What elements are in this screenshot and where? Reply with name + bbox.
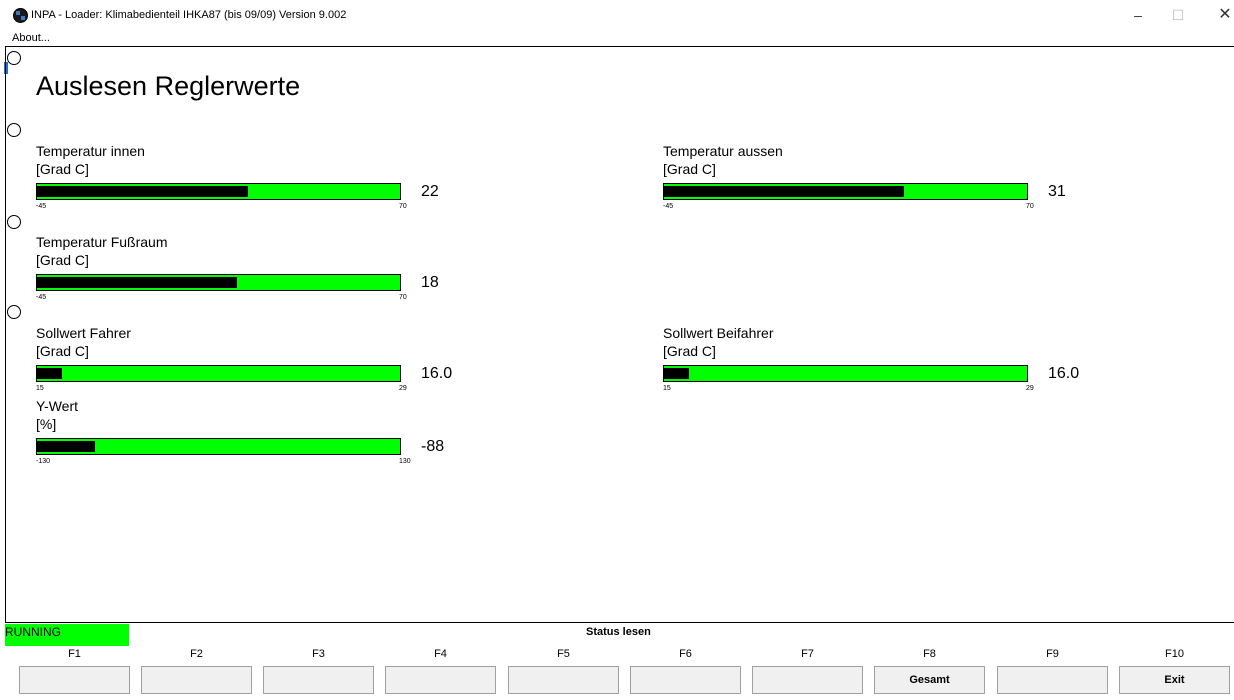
gauge-min: 15 <box>36 385 44 392</box>
gauge-bar-track <box>36 183 401 200</box>
gauge-bar-track <box>36 365 401 382</box>
gauge-bar-track <box>663 365 1028 382</box>
menu-about[interactable]: About... <box>12 32 50 44</box>
fkey-button-f1[interactable] <box>19 666 130 694</box>
gauge-bar-fill <box>37 441 95 452</box>
gauge-min: -130 <box>36 458 51 465</box>
gauge-max: 70 <box>399 294 407 301</box>
function-key-bar: F1 F2 F3 F4 F5 F6 F7 F8 F9 F10 Gesamt Ex… <box>0 644 1234 700</box>
fkey-button-f6[interactable] <box>630 666 741 694</box>
fkey-button-f8[interactable]: Gesamt <box>874 666 985 694</box>
gauge-label: Temperatur Fußraum <box>36 234 168 250</box>
close-button[interactable]: ✕ <box>1218 6 1232 23</box>
gauge-unit: [Grad C] <box>36 343 89 359</box>
gauge-unit: [Grad C] <box>663 161 716 177</box>
radio-button-1[interactable] <box>7 51 21 65</box>
gauge-temperatur-aussen: Temperatur aussen [Grad C] -45 70 31 <box>663 143 1083 213</box>
gauge-max: 130 <box>399 458 411 465</box>
gauge-max: 29 <box>399 385 407 392</box>
gauge-label: Sollwert Beifahrer <box>663 325 774 341</box>
gauge-min: -45 <box>36 294 47 301</box>
status-running-badge: RUNNING <box>5 624 129 646</box>
radio-button-3[interactable] <box>7 215 21 229</box>
gauge-min: -45 <box>663 203 674 210</box>
gauge-temperatur-innen: Temperatur innen [Grad C] -45 70 22 <box>36 143 456 213</box>
fkey-label-f5: F5 <box>557 648 570 660</box>
fkey-label-f4: F4 <box>434 648 447 660</box>
gauge-bar-fill <box>664 368 689 379</box>
title-bar: INPA - Loader: Klimabedienteil IHKA87 (b… <box>0 0 1234 30</box>
fkey-button-f4[interactable] <box>385 666 496 694</box>
gauge-label: Sollwert Fahrer <box>36 325 131 341</box>
gauge-temperatur-fussraum: Temperatur Fußraum [Grad C] -45 70 18 <box>36 234 456 304</box>
fkey-label-f8: F8 <box>923 648 936 660</box>
gauge-unit: [Grad C] <box>36 252 89 268</box>
gauge-value: 18 <box>421 274 439 291</box>
status-bar: RUNNING Status lesen <box>5 622 1234 646</box>
window-title: INPA - Loader: Klimabedienteil IHKA87 (b… <box>31 9 347 21</box>
radio-button-2[interactable] <box>7 123 21 137</box>
gauge-unit: [Grad C] <box>36 161 89 177</box>
status-text: Status lesen <box>586 626 651 638</box>
fkey-label-f1: F1 <box>68 648 81 660</box>
gauge-bar-track <box>36 438 401 455</box>
gauge-value: 22 <box>421 183 439 200</box>
gauge-min: -45 <box>36 203 47 210</box>
bmw-logo-icon <box>13 8 28 23</box>
fkey-label-f6: F6 <box>679 648 692 660</box>
gauge-label: Temperatur innen <box>36 143 145 159</box>
fkey-button-f5[interactable] <box>508 666 619 694</box>
gauge-bar-track <box>663 183 1028 200</box>
gauge-sollwert-beifahrer: Sollwert Beifahrer [Grad C] 15 29 16.0 <box>663 325 1083 395</box>
gauge-bar-fill <box>37 277 237 288</box>
gauge-y-wert: Y-Wert [%] -130 130 -88 <box>36 398 456 468</box>
gauge-label: Y-Wert <box>36 398 79 414</box>
gauge-value: 31 <box>1048 183 1066 200</box>
gauge-max: 70 <box>399 203 407 210</box>
page-title: Auslesen Reglerwerte <box>36 71 301 101</box>
fkey-label-f3: F3 <box>312 648 325 660</box>
gauge-value: 16.0 <box>421 365 453 382</box>
gauge-min: 15 <box>663 385 671 392</box>
window-edge-accent <box>4 62 8 74</box>
fkey-button-f9[interactable] <box>997 666 1108 694</box>
gauge-bar-fill <box>37 368 62 379</box>
gauge-unit: [%] <box>36 416 57 432</box>
gauge-label: Temperatur aussen <box>663 143 783 159</box>
gauge-max: 70 <box>1026 203 1034 210</box>
fkey-button-f7[interactable] <box>752 666 863 694</box>
fkey-label-f9: F9 <box>1046 648 1059 660</box>
gauge-unit: [Grad C] <box>663 343 716 359</box>
gauge-bar-track <box>36 274 401 291</box>
maximize-button[interactable]: ☐ <box>1171 7 1185 23</box>
gauge-bar-fill <box>37 186 248 197</box>
radio-button-4[interactable] <box>7 305 21 319</box>
menu-bar: About... <box>0 30 1234 74</box>
gauge-max: 29 <box>1026 385 1034 392</box>
gauge-sollwert-fahrer: Sollwert Fahrer [Grad C] 15 29 16.0 <box>36 325 456 395</box>
fkey-button-f2[interactable] <box>141 666 252 694</box>
fkey-button-f10[interactable]: Exit <box>1119 666 1230 694</box>
gauge-value: 16.0 <box>1048 365 1080 382</box>
minimize-button[interactable]: – <box>1134 7 1142 23</box>
fkey-label-f10: F10 <box>1165 648 1184 660</box>
fkey-label-f2: F2 <box>190 648 203 660</box>
fkey-label-f7: F7 <box>801 648 814 660</box>
client-area: Auslesen Reglerwerte Temperatur innen [G… <box>5 46 1234 623</box>
gauge-bar-fill <box>664 186 904 197</box>
gauge-value: -88 <box>421 438 445 455</box>
fkey-button-f3[interactable] <box>263 666 374 694</box>
